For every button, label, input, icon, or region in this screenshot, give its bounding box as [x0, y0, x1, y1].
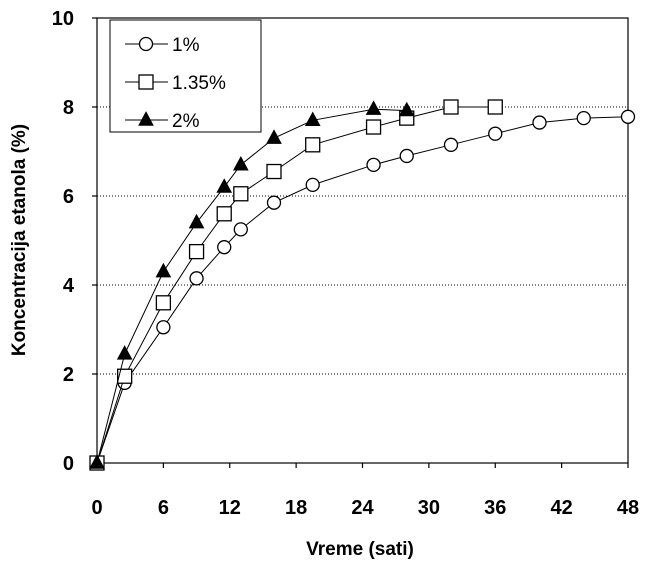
y-tick-label-2: 2: [63, 364, 74, 386]
data-point-s2-4: [188, 243, 205, 260]
data-point-s2-9: [365, 119, 382, 135]
data-point-s3-7: [266, 129, 282, 144]
series-group: [89, 99, 636, 471]
legend-label-2: 1.35%: [172, 73, 226, 94]
series-line-3: [96, 108, 407, 464]
x-tick-label-24: 24: [351, 497, 374, 519]
data-point-s2-6: [233, 186, 249, 202]
data-point-s2-3: [155, 295, 172, 311]
data-point-s1-3: [156, 320, 171, 335]
x-tick-label-6: 6: [158, 497, 169, 519]
x-tick-label-12: 12: [219, 497, 241, 519]
data-point-s1-12: [488, 126, 503, 141]
data-point-s3-10: [398, 101, 415, 117]
data-point-s3-5: [216, 178, 233, 193]
legend: 1% 1.35% 2%: [109, 19, 262, 133]
x-tick-label-48: 48: [617, 497, 639, 519]
legend-marker-1: [138, 36, 154, 52]
data-point-s1-4: [189, 271, 204, 286]
data-point-s3-3: [155, 262, 172, 278]
data-point-s1-8: [305, 177, 320, 193]
data-point-s3-1: [89, 454, 105, 469]
y-tick-label-6: 6: [63, 186, 74, 208]
x-tick-label-18: 18: [285, 497, 307, 519]
y-tick-label-10: 10: [52, 8, 74, 30]
data-point-s3-8: [304, 111, 321, 127]
data-point-s1-11: [443, 137, 459, 152]
data-point-s3-9: [365, 100, 382, 115]
x-tick-label-42: 42: [551, 497, 573, 519]
x-tick-label-36: 36: [484, 497, 506, 519]
y-tick-labels: 0 2 4 6 8 10: [52, 8, 75, 475]
data-point-s3-4: [188, 213, 205, 229]
y-axis-label: Koncentracija etanola (%): [9, 124, 30, 356]
legend-marker-3: [138, 111, 154, 126]
x-tick-label-0: 0: [91, 497, 102, 519]
data-point-s1-13: [532, 115, 547, 130]
data-point-s1-6: [233, 222, 248, 237]
y-tick-label-0: 0: [63, 453, 74, 475]
legend-box: [109, 19, 262, 133]
data-point-s3-6: [232, 155, 249, 171]
data-point-s1-5: [217, 240, 232, 255]
legend-label-1: 1%: [172, 35, 200, 56]
x-tick-label-30: 30: [418, 497, 440, 519]
data-point-s1-14: [576, 110, 591, 126]
data-point-s2-7: [266, 163, 282, 180]
data-point-s2-8: [305, 137, 321, 153]
x-axis-label: Vreme (sati): [306, 539, 414, 560]
legend-label-3: 2%: [172, 111, 200, 132]
data-point-s1-9: [366, 157, 381, 173]
data-point-s2-11: [443, 99, 459, 115]
data-point-s1-15: [620, 109, 636, 124]
x-tick-labels: 0 6 12 18 24 30 36 42 48: [91, 497, 639, 519]
data-point-s3-2: [116, 345, 133, 360]
data-point-s1-10: [399, 148, 414, 164]
y-tick-label-4: 4: [63, 275, 75, 297]
data-point-s2-12: [487, 99, 503, 115]
data-point-s2-5: [216, 206, 232, 222]
series-3: [89, 100, 415, 469]
y-tick-label-8: 8: [63, 97, 74, 119]
data-point-s2-2: [117, 368, 133, 384]
data-point-s1-7: [266, 195, 282, 210]
legend-marker-2: [138, 74, 154, 90]
